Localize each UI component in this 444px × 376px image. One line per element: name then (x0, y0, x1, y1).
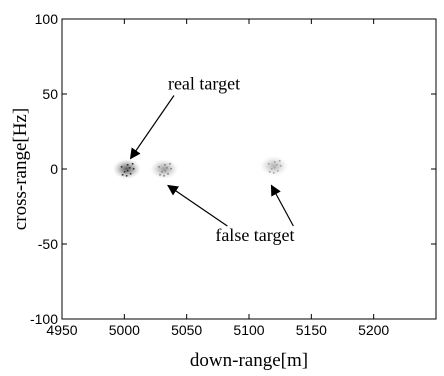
blob-speck (158, 166, 160, 168)
blob-speck (275, 164, 278, 166)
blob-speck (163, 175, 165, 177)
blob-speck (125, 175, 128, 177)
x-tick-label: 5200 (358, 322, 389, 338)
blob-speck (276, 170, 279, 172)
blob-speck (120, 166, 123, 168)
blob-speck (279, 165, 282, 167)
x-tick-label: 5100 (233, 322, 264, 338)
blob-speck (278, 160, 281, 162)
target-blobs (112, 156, 288, 179)
blob-speck (170, 168, 172, 170)
blob-speck (126, 170, 129, 172)
blob-speck (273, 167, 276, 169)
target-blob (150, 159, 179, 179)
blob-speck (273, 161, 276, 163)
blob-speck (126, 164, 129, 166)
x-axis-label: down-range[m] (190, 350, 308, 371)
y-tick-label: 100 (35, 11, 59, 27)
x-tick-label: 5050 (171, 322, 202, 338)
y-tick-label: -50 (38, 236, 58, 252)
false-target-arrow-left (167, 184, 228, 227)
blob-speck (164, 170, 166, 172)
false-target-arrow-right (270, 184, 294, 227)
blob-speck (159, 174, 161, 176)
false-target-label: false target (215, 225, 294, 245)
blob-speck (167, 173, 169, 175)
y-tick-label: -100 (30, 311, 58, 327)
x-tick-label: 4950 (46, 322, 77, 338)
y-tick-label: 0 (50, 161, 58, 177)
blob-glow (112, 159, 141, 179)
blob-speck (166, 167, 168, 169)
target-blob (259, 156, 288, 176)
target-blob (112, 159, 141, 179)
blob-speck (270, 168, 273, 170)
blob-speck (132, 168, 135, 170)
blob-speck (121, 174, 124, 176)
annotations: real target false target (129, 74, 294, 245)
blob-speck (161, 171, 163, 173)
blob-speck (129, 173, 132, 175)
blob-speck (128, 167, 131, 169)
real-target-arrow (129, 95, 175, 160)
y-axis-label: cross-range[Hz] (10, 108, 31, 230)
x-tick-label: 5000 (109, 322, 140, 338)
blob-speck (164, 164, 166, 166)
x-tick-label: 5150 (296, 322, 327, 338)
blob-speck (267, 163, 270, 165)
blob-speck (268, 171, 271, 173)
blob-speck (169, 163, 171, 165)
blob-speck (131, 163, 134, 165)
real-target-label: real target (168, 74, 240, 94)
axis-ticks: 4950 5000 5050 5100 5150 5200 -100 -50 0 50 100 (30, 11, 436, 338)
y-tick-label: 50 (42, 86, 58, 102)
blob-glow (150, 159, 179, 179)
blob-glow (259, 156, 288, 176)
blob-speck (123, 171, 126, 173)
blob-speck (272, 172, 275, 174)
